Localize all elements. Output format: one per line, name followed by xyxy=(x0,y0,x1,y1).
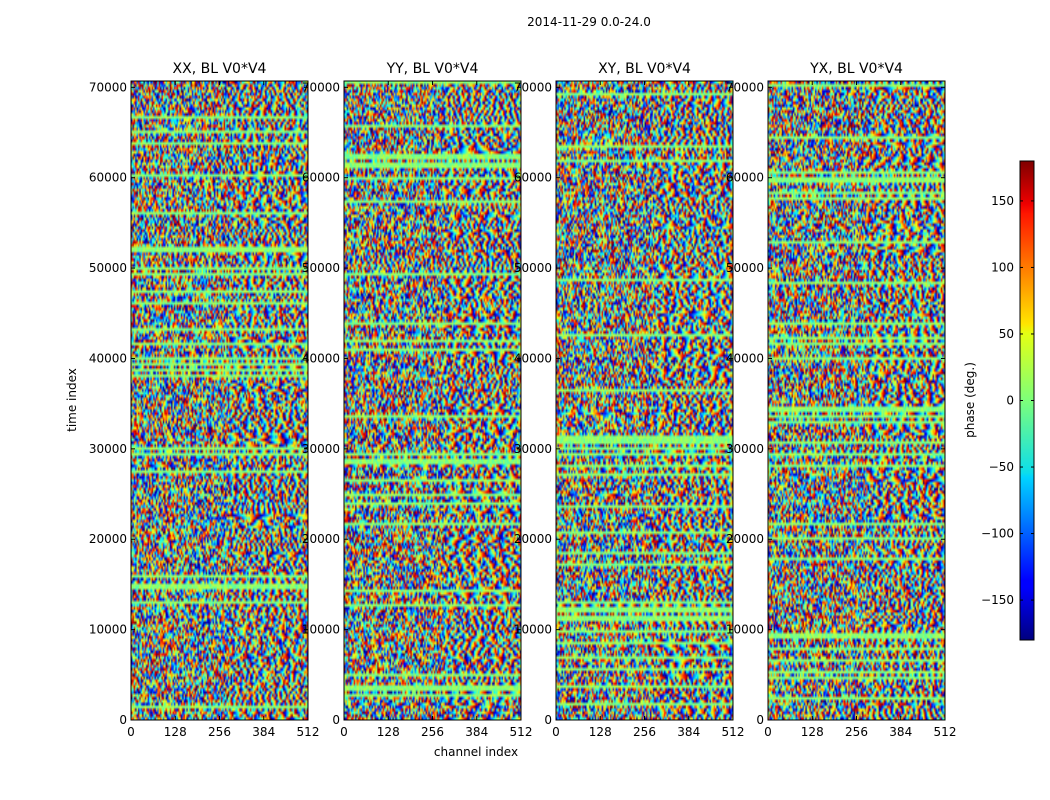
y-tick-label: 10000 xyxy=(726,623,764,637)
y-tick-label: 10000 xyxy=(89,623,127,637)
colorbar: 150 100 50 0 −50 −100 −150 phase (deg.) xyxy=(963,160,1035,641)
colorbar-tick-label: −50 xyxy=(989,460,1014,474)
panel-4: YX, BL V0*V4 0 128 256 384 512 0 10000 20000 3000… xyxy=(726,61,957,739)
x-tick-label: 256 xyxy=(421,725,444,739)
panel-2: YY, BL V0*V4 0 128 256 384 512 0 10000 20000 3000… xyxy=(302,61,533,739)
y-tick-label: 50000 xyxy=(89,261,127,275)
y-tick-label: 40000 xyxy=(726,351,764,365)
y-tick-label: 0 xyxy=(119,713,127,727)
phase-image xyxy=(131,81,308,720)
colorbar-tick-label: 0 xyxy=(1006,394,1014,408)
y-tick-label: 0 xyxy=(544,713,552,727)
y-tick-label: 0 xyxy=(756,713,764,727)
y-axis-label: time index xyxy=(65,368,79,432)
y-tick-label: 70000 xyxy=(726,80,764,94)
y-tick-label: 60000 xyxy=(514,171,552,185)
y-tick-label: 20000 xyxy=(514,532,552,546)
panel-title: XX, BL V0*V4 xyxy=(173,61,267,77)
x-tick-label: 0 xyxy=(552,725,560,739)
y-tick-label: 20000 xyxy=(726,532,764,546)
y-tick-label: 30000 xyxy=(514,442,552,456)
y-tick-label: 70000 xyxy=(89,80,127,94)
y-tick-label: 50000 xyxy=(514,261,552,275)
y-tick-label: 50000 xyxy=(302,261,340,275)
y-tick-label: 40000 xyxy=(89,351,127,365)
panel-title: XY, BL V0*V4 xyxy=(598,61,691,77)
colorbar-tick-label: −150 xyxy=(981,593,1014,607)
y-tick-label: 20000 xyxy=(302,532,340,546)
y-tick-label: 10000 xyxy=(514,623,552,637)
panel-title: YY, BL V0*V4 xyxy=(386,61,479,77)
y-tick-label: 70000 xyxy=(302,80,340,94)
y-tick-label: 30000 xyxy=(726,442,764,456)
x-tick-label: 128 xyxy=(801,725,824,739)
y-tick-label: 40000 xyxy=(302,351,340,365)
x-tick-label: 512 xyxy=(510,725,533,739)
y-tick-label: 40000 xyxy=(514,351,552,365)
x-tick-label: 0 xyxy=(764,725,772,739)
y-tick-label: 0 xyxy=(332,713,340,727)
colorbar-tick-label: 150 xyxy=(991,194,1014,208)
x-tick-label: 128 xyxy=(164,725,187,739)
x-tick-label: 0 xyxy=(127,725,135,739)
x-tick-label: 256 xyxy=(208,725,231,739)
x-tick-label: 128 xyxy=(377,725,400,739)
x-tick-label: 512 xyxy=(934,725,957,739)
phase-image xyxy=(556,81,733,720)
x-tick-label: 512 xyxy=(297,725,320,739)
y-tick-label: 50000 xyxy=(726,261,764,275)
y-tick-label: 10000 xyxy=(302,623,340,637)
colorbar-tick-label: 100 xyxy=(991,260,1014,274)
x-tick-label: 256 xyxy=(845,725,868,739)
y-tick-label: 60000 xyxy=(89,171,127,185)
x-tick-label: 384 xyxy=(465,725,488,739)
x-tick-label: 384 xyxy=(889,725,912,739)
x-tick-label: 384 xyxy=(677,725,700,739)
x-tick-label: 384 xyxy=(252,725,275,739)
colorbar-ticks: 150 100 50 0 −50 −100 −150 xyxy=(981,194,1034,607)
x-tick-label: 0 xyxy=(340,725,348,739)
phase-image xyxy=(768,81,945,720)
x-tick-label: 256 xyxy=(633,725,656,739)
colorbar-label: phase (deg.) xyxy=(963,362,977,438)
panel-1: XX, BL V0*V4 0 128 256 384 512 0 10000 20000 3000… xyxy=(89,61,320,739)
colorbar-tick-label: 50 xyxy=(999,327,1014,341)
figure-suptitle: 2014-11-29 0.0-24.0 xyxy=(527,15,651,29)
x-axis-label: channel index xyxy=(434,745,518,759)
x-tick-label: 512 xyxy=(722,725,745,739)
panel-title: YX, BL V0*V4 xyxy=(809,61,903,77)
y-tick-label: 70000 xyxy=(514,80,552,94)
y-tick-label: 20000 xyxy=(89,532,127,546)
phase-image xyxy=(344,81,521,720)
panel-3: XY, BL V0*V4 0 128 256 384 512 0 10000 20000 3000… xyxy=(514,61,745,739)
y-tick-label: 30000 xyxy=(89,442,127,456)
y-tick-label: 60000 xyxy=(726,171,764,185)
y-tick-label: 30000 xyxy=(302,442,340,456)
y-tick-label: 60000 xyxy=(302,171,340,185)
colorbar-tick-label: −100 xyxy=(981,527,1014,541)
x-tick-label: 128 xyxy=(589,725,612,739)
panels: XX, BL V0*V4 0 128 256 384 512 0 10000 20000 3000… xyxy=(89,61,957,739)
